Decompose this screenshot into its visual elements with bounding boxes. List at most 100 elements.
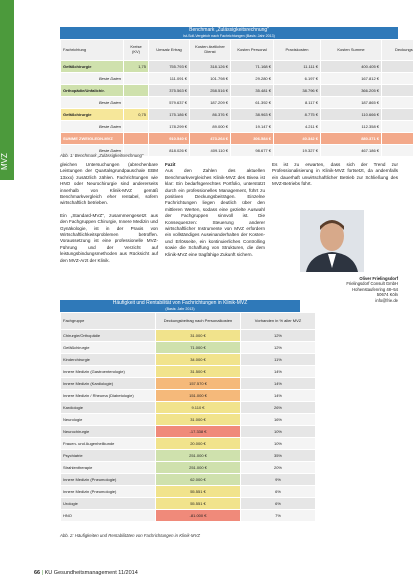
cell: 26% (240, 401, 316, 414)
cell: 11.111 € (273, 60, 321, 73)
cell: 409.110 € (189, 144, 231, 157)
text-column: Fazit Aus den Zahlen des aktuellen Bench… (165, 162, 265, 264)
header-row: Fachgruppe Deckungsbeitrag nach Personalk… (60, 312, 316, 330)
cell: 89.000 € (189, 120, 231, 133)
cell: 35% (240, 449, 316, 462)
cell: 16% (240, 413, 316, 426)
cell: 86.376 € (189, 108, 231, 121)
author-line: 50674 Köln (376, 292, 398, 298)
table: Fachrichtung Kreise (KV) Umsatz Ertrag Kost… (60, 39, 413, 157)
cell: 31.000 € (155, 413, 241, 426)
column-header: Kosten ärztlicher Dienst (189, 39, 231, 61)
cell: 167.812 € (320, 72, 382, 85)
table-row: Beste Daten 111.091 €101.798 €29.280 €6.1… (60, 72, 413, 85)
cell: 38.963 € (230, 108, 274, 121)
cell: 0,75 (123, 108, 149, 121)
table-row: Urologie 55.551 €6% (60, 497, 316, 510)
cell: 9.110 € (155, 401, 241, 414)
caption: Abb. 2: Häufigkeiten und Rentabilitäten … (60, 533, 200, 538)
paragraph: Es ist zu erwarten, dass sich der Trend … (272, 162, 398, 187)
cell (123, 84, 149, 97)
cell: 62.000 € (155, 473, 241, 486)
header-row: Fachrichtung Kreise (KV) Umsatz Ertrag Kost… (60, 39, 413, 61)
benchmark-table: Benchmark „Zulässigkeitsrechnung“ Ist-So… (60, 27, 413, 157)
cell: 14% (240, 377, 316, 390)
cell: 178.299 € (148, 120, 190, 133)
cell: 10% (240, 437, 316, 450)
cell: 7% (240, 509, 316, 522)
author-photo (300, 210, 364, 272)
cell: Kardiologie (60, 401, 156, 414)
cell: 6% (240, 497, 316, 510)
footer: 66 | KU Gesundheitsmanagement 11/2014 (34, 570, 138, 576)
cell: Kinderchirurgie (60, 353, 156, 366)
cell: 258.516 € (189, 84, 231, 97)
column-header: Umsatz Ertrag (148, 39, 190, 61)
column-header: Kosten Summe (320, 39, 382, 61)
cell: HNO (60, 509, 156, 522)
author-line: info@frie.de (375, 297, 398, 303)
table-row: Frauen- und Augenheilkunde 20.000 €10% (60, 437, 316, 450)
cell: 151.000 € (155, 389, 241, 402)
cell: Gefäßchirurgie (60, 341, 156, 354)
cell: 175.186 € (148, 108, 190, 121)
cell: 467.186 € (320, 144, 382, 157)
text-column: Es ist zu erwarten, dass sich der Trend … (272, 162, 398, 194)
journal: KU Gesundheitsmanagement 11/2014 (44, 570, 138, 576)
cell: 29.280 € (230, 72, 274, 85)
page-number: 66 (34, 570, 41, 576)
table: Fachgruppe Deckungsbeitrag nach Personalk… (60, 312, 316, 522)
cell (123, 120, 149, 133)
author-info: Oliver Frielingsdorf Frielingsdorf Consul… (300, 276, 398, 303)
table-row: Gefäßchirurgie 0,75 175.186 €86.376 €38.96… (60, 108, 413, 121)
table-row: Innere Medizin (Gastroenterologie) 31.500… (60, 365, 316, 378)
table-row: Innere Medizin (Pneumologie) 55.551 €6% (60, 485, 316, 498)
text-column: gleichen Untersuchungen (abrechenbare Le… (60, 162, 158, 270)
table-row: Neurochirurgie -17.338 €10% (60, 425, 316, 438)
cell: 187.865 € (320, 96, 382, 109)
cell: 14% (240, 365, 316, 378)
table-row: Orthopädie/Unfallchir. 375.563 €258.516 €… (60, 84, 413, 97)
table-row: Gefäßchirurgie 71.000 €12% (60, 341, 316, 354)
cell: 55.551 € (155, 497, 241, 510)
cell: 61.392 € (230, 96, 274, 109)
cell: 19.147 € (230, 120, 274, 133)
cell: Beste Daten (60, 120, 124, 133)
cell: 20% (240, 461, 316, 474)
column-header: Kreise (KV) (123, 39, 149, 61)
table-row: Psychiatrie 251.000 €35% (60, 449, 316, 462)
cell: 251.000 € (155, 449, 241, 462)
cell: Innere Medizin (Pneumologie) (60, 485, 156, 498)
author-line: Hohenstaufenring 48–54 (352, 286, 398, 292)
cell: Strahlentherapie (60, 461, 156, 474)
cell: 880.371 € (320, 132, 382, 145)
table-row: HNO -81.000 €7% (60, 509, 316, 522)
cell: Chirurgie/Orthopädie (60, 329, 156, 342)
cell: 55.551 € (155, 485, 241, 498)
cell: 31.000 € (155, 329, 241, 342)
caption: Abb. 1: Benchmark „Zulässigkeitsrechnung… (60, 153, 144, 158)
cell: Gefäßchirurgie (60, 60, 124, 73)
side-tab (0, 0, 14, 180)
cell: Beste Daten (60, 72, 124, 85)
cell: SUMME ZWEIGLEDN-MVZ (60, 132, 124, 145)
column-header: Deckungsbeitrag nach Personalkosten (155, 312, 241, 330)
cell: 40.342 € (273, 132, 321, 145)
cell: 14% (240, 389, 316, 402)
cell: 8.117 € (273, 96, 321, 109)
cell: Innere Medizin (Kardiologie) (60, 377, 156, 390)
table-subtitle: (Basis: Jahr 2013) (60, 307, 300, 312)
table-row: Innere Medizin (Kardiologie) 157.570 €14% (60, 377, 316, 390)
cell: 35.661 € (381, 60, 413, 73)
cell: 30.177 € (381, 132, 413, 145)
cell: 12% (240, 329, 316, 342)
cell: Innere Medizin (Pneumologie) (60, 473, 156, 486)
cell: -81.000 € (155, 509, 241, 522)
cell: 19.327 € (273, 144, 321, 157)
cell: 112.358 € (320, 120, 382, 133)
table-row: Chirurgie/Orthopädie 31.000 €12% (60, 329, 316, 342)
table-row: Kardiologie 9.110 €26% (60, 401, 316, 414)
cell: 473.264 € (189, 132, 231, 145)
cell: 12% (240, 341, 316, 354)
